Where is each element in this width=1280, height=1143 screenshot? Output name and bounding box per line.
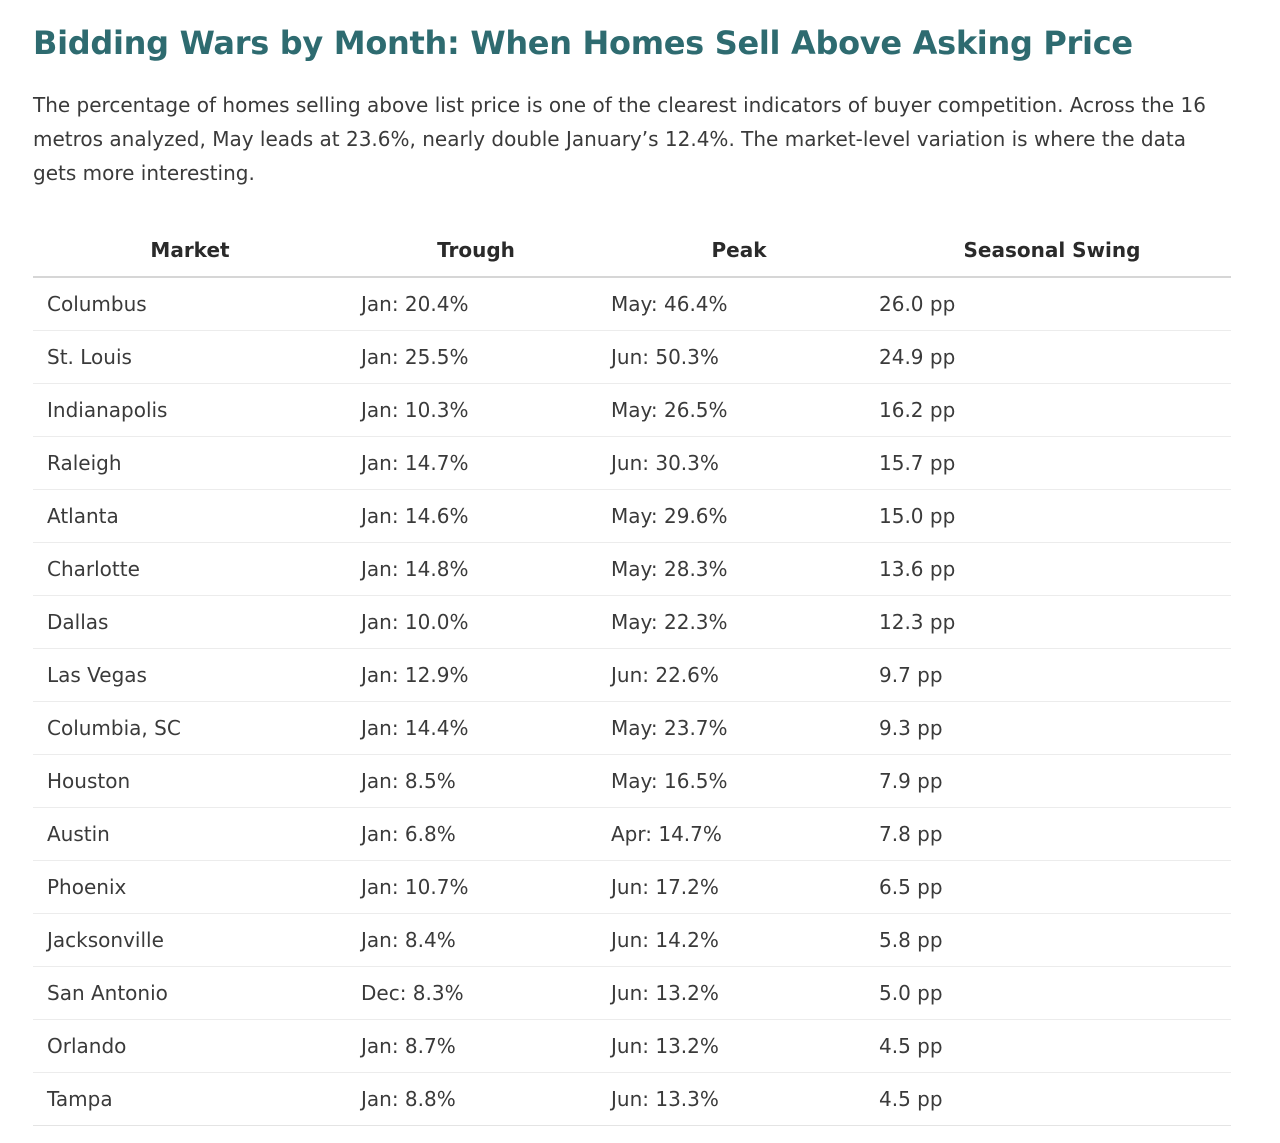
market-cell: Raleigh [33, 436, 347, 490]
trough-cell: Jan: 6.8% [347, 807, 605, 861]
bidding-wars-table: Market Trough Peak Seasonal Swing Columb… [33, 224, 1231, 1126]
peak-cell: May: 26.5% [605, 383, 873, 437]
seasonal-swing-cell: 15.7 pp [873, 436, 1231, 490]
peak-cell: Jun: 30.3% [605, 436, 873, 490]
intro-paragraph: The percentage of homes selling above li… [33, 93, 1206, 185]
table-row: Indianapolis Jan: 10.3% May: 26.5% 16.2 pp [33, 383, 1231, 437]
table-row: Columbus Jan: 20.4% May: 46.4% 26.0 pp [33, 277, 1231, 331]
seasonal-swing-cell: 24.9 pp [873, 330, 1231, 384]
peak-cell: Jun: 13.2% [605, 1019, 873, 1073]
table-row: Charlotte Jan: 14.8% May: 28.3% 13.6 pp [33, 542, 1231, 596]
table-header: Market Trough Peak Seasonal Swing [33, 224, 1231, 278]
peak-cell: May: 22.3% [605, 595, 873, 649]
seasonal-swing-cell: 26.0 pp [873, 277, 1231, 331]
trough-cell: Jan: 10.0% [347, 595, 605, 649]
peak-cell: May: 29.6% [605, 489, 873, 543]
seasonal-swing-cell: 12.3 pp [873, 595, 1231, 649]
peak-cell: May: 16.5% [605, 754, 873, 808]
trough-cell: Jan: 14.7% [347, 436, 605, 490]
market-cell: Dallas [33, 595, 347, 649]
seasonal-swing-cell: 7.8 pp [873, 807, 1231, 861]
column-header-market: Market [33, 224, 347, 278]
peak-cell: Jun: 17.2% [605, 860, 873, 914]
table-row: Columbia, SC Jan: 14.4% May: 23.7% 9.3 pp [33, 701, 1231, 755]
table-row: St. Louis Jan: 25.5% Jun: 50.3% 24.9 pp [33, 330, 1231, 384]
trough-cell: Jan: 8.4% [347, 913, 605, 967]
peak-cell: Jun: 14.2% [605, 913, 873, 967]
table-row: Austin Jan: 6.8% Apr: 14.7% 7.8 pp [33, 807, 1231, 861]
market-cell: Tampa [33, 1072, 347, 1126]
seasonal-swing-cell: 4.5 pp [873, 1019, 1231, 1073]
trough-cell: Dec: 8.3% [347, 966, 605, 1020]
trough-cell: Jan: 8.5% [347, 754, 605, 808]
seasonal-swing-cell: 5.8 pp [873, 913, 1231, 967]
table-row: Raleigh Jan: 14.7% Jun: 30.3% 15.7 pp [33, 436, 1231, 490]
trough-cell: Jan: 25.5% [347, 330, 605, 384]
peak-cell: Jun: 13.3% [605, 1072, 873, 1126]
trough-cell: Jan: 8.8% [347, 1072, 605, 1126]
trough-cell: Jan: 14.8% [347, 542, 605, 596]
peak-cell: Jun: 50.3% [605, 330, 873, 384]
market-cell: Jacksonville [33, 913, 347, 967]
table-row: Orlando Jan: 8.7% Jun: 13.2% 4.5 pp [33, 1019, 1231, 1073]
trough-cell: Jan: 8.7% [347, 1019, 605, 1073]
market-cell: Austin [33, 807, 347, 861]
column-header-trough: Trough [347, 224, 605, 278]
seasonal-swing-cell: 5.0 pp [873, 966, 1231, 1020]
seasonal-swing-cell: 7.9 pp [873, 754, 1231, 808]
seasonal-swing-cell: 9.3 pp [873, 701, 1231, 755]
market-cell: St. Louis [33, 330, 347, 384]
peak-cell: May: 23.7% [605, 701, 873, 755]
seasonal-swing-cell: 13.6 pp [873, 542, 1231, 596]
table-row: Tampa Jan: 8.8% Jun: 13.3% 4.5 pp [33, 1072, 1231, 1126]
table-row: Las Vegas Jan: 12.9% Jun: 22.6% 9.7 pp [33, 648, 1231, 702]
page-title: Bidding Wars by Month: When Homes Sell A… [33, 24, 1133, 62]
table-body: Columbus Jan: 20.4% May: 46.4% 26.0 pp St. L… [33, 277, 1231, 1126]
column-header-peak: Peak [605, 224, 873, 278]
peak-cell: Apr: 14.7% [605, 807, 873, 861]
trough-cell: Jan: 12.9% [347, 648, 605, 702]
table-row: Jacksonville Jan: 8.4% Jun: 14.2% 5.8 pp [33, 913, 1231, 967]
trough-cell: Jan: 20.4% [347, 277, 605, 331]
table-row: Dallas Jan: 10.0% May: 22.3% 12.3 pp [33, 595, 1231, 649]
column-header-seasonal-swing: Seasonal Swing [873, 224, 1231, 278]
market-cell: Columbia, SC [33, 701, 347, 755]
market-cell: Phoenix [33, 860, 347, 914]
trough-cell: Jan: 10.3% [347, 383, 605, 437]
table-header-row: Market Trough Peak Seasonal Swing [33, 224, 1231, 278]
trough-cell: Jan: 14.4% [347, 701, 605, 755]
peak-cell: May: 28.3% [605, 542, 873, 596]
market-cell: Charlotte [33, 542, 347, 596]
seasonal-swing-cell: 16.2 pp [873, 383, 1231, 437]
market-cell: San Antonio [33, 966, 347, 1020]
market-cell: Atlanta [33, 489, 347, 543]
market-cell: Houston [33, 754, 347, 808]
trough-cell: Jan: 10.7% [347, 860, 605, 914]
market-cell: Indianapolis [33, 383, 347, 437]
trough-cell: Jan: 14.6% [347, 489, 605, 543]
peak-cell: Jun: 22.6% [605, 648, 873, 702]
table-row: Phoenix Jan: 10.7% Jun: 17.2% 6.5 pp [33, 860, 1231, 914]
seasonal-swing-cell: 4.5 pp [873, 1072, 1231, 1126]
market-cell: Orlando [33, 1019, 347, 1073]
seasonal-swing-cell: 9.7 pp [873, 648, 1231, 702]
seasonal-swing-cell: 6.5 pp [873, 860, 1231, 914]
peak-cell: Jun: 13.2% [605, 966, 873, 1020]
market-cell: Columbus [33, 277, 347, 331]
table-row: San Antonio Dec: 8.3% Jun: 13.2% 5.0 pp [33, 966, 1231, 1020]
seasonal-swing-cell: 15.0 pp [873, 489, 1231, 543]
peak-cell: May: 46.4% [605, 277, 873, 331]
table-row: Houston Jan: 8.5% May: 16.5% 7.9 pp [33, 754, 1231, 808]
table-row: Atlanta Jan: 14.6% May: 29.6% 15.0 pp [33, 489, 1231, 543]
market-cell: Las Vegas [33, 648, 347, 702]
